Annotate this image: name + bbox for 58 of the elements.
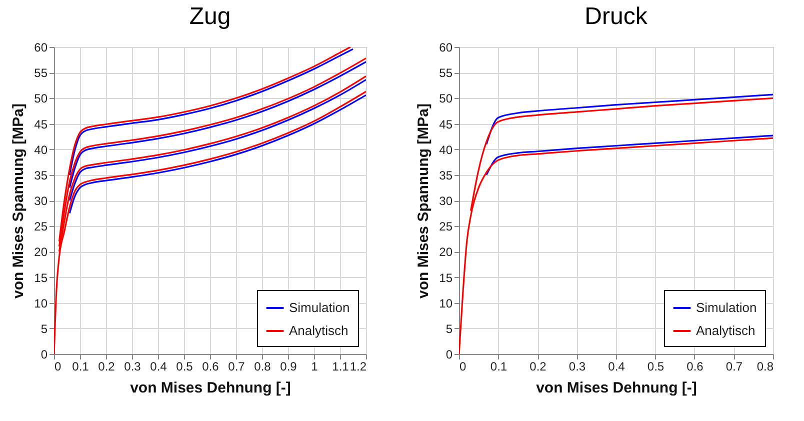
x-tick-label: 0.1	[490, 360, 508, 374]
y-tick-label: 35	[439, 168, 453, 182]
y-tick-label: 60	[34, 40, 48, 54]
x-tick-label: 0	[54, 360, 62, 374]
y-tick-label: 10	[34, 296, 48, 310]
x-tick-label: 0.1	[72, 360, 90, 374]
y-tick-label: 30	[439, 194, 453, 208]
x-tick-label: 0.6	[686, 360, 704, 374]
y-tick-label: 50	[439, 92, 453, 106]
x-tick-label: 0	[460, 360, 466, 374]
y-tick-label: 35	[34, 168, 48, 182]
x-tick-label: 0.2	[98, 360, 116, 374]
y-tick-label: 55	[439, 66, 453, 80]
y-tick-label: 0	[446, 348, 453, 362]
y-tick-label: 10	[439, 296, 453, 310]
x-tick-label: 1	[311, 360, 318, 374]
x-tick-label: 0.8	[254, 360, 272, 374]
y-axis-title: von Mises Spannung [MPa]	[10, 103, 28, 299]
y-tick-label: 30	[34, 194, 48, 208]
chart-title: Zug	[189, 3, 231, 30]
legend-label: Analytisch	[696, 323, 756, 338]
x-tick-label: 1.1	[332, 360, 350, 374]
y-tick-label: 5	[446, 322, 453, 336]
x-tick-label: 0.7	[726, 360, 743, 374]
x-tick-label: 0.9	[280, 360, 298, 374]
y-tick-label: 40	[34, 142, 48, 157]
legend-label: Analytisch	[289, 323, 348, 338]
x-tick-label: 0.4	[150, 360, 168, 374]
y-tick-label: 15	[439, 270, 453, 285]
x-tick-label: 0.4	[608, 360, 626, 374]
y-tick-label: 45	[34, 117, 48, 132]
y-tick-label: 5	[40, 322, 48, 336]
y-tick-label: 40	[439, 142, 453, 157]
x-tick-label: 0.2	[530, 360, 547, 374]
y-tick-label: 45	[439, 117, 453, 132]
y-tick-label: 25	[439, 220, 453, 234]
y-tick-label: 60	[439, 40, 453, 54]
y-tick-label: 25	[34, 220, 48, 234]
y-tick-label: 50	[34, 92, 48, 106]
x-tick-label: 0.7	[228, 360, 246, 374]
y-axis-title: von Mises Spannung [MPa]	[415, 103, 432, 299]
legend-label: Simulation	[289, 300, 350, 315]
x-tick-label: 1.2	[350, 360, 367, 374]
x-tick-label: 0.3	[568, 360, 586, 374]
x-axis-title: von Mises Dehnung [-]	[536, 380, 697, 396]
y-tick-label: 55	[34, 66, 48, 80]
legend-label: Simulation	[696, 300, 757, 315]
y-tick-label: 20	[34, 245, 48, 260]
x-axis-title: von Mises Dehnung [-]	[130, 380, 291, 396]
y-tick-label: 15	[34, 270, 48, 285]
x-tick-label: 0.3	[124, 360, 142, 374]
y-tick-label: 20	[439, 245, 453, 260]
x-tick-label: 0.5	[176, 360, 194, 374]
x-tick-label: 0.8	[756, 360, 774, 374]
y-tick-label: 0	[40, 348, 48, 362]
x-tick-label: 0.5	[647, 360, 664, 374]
chart-title: Druck	[584, 3, 648, 30]
x-tick-label: 0.6	[202, 360, 220, 374]
